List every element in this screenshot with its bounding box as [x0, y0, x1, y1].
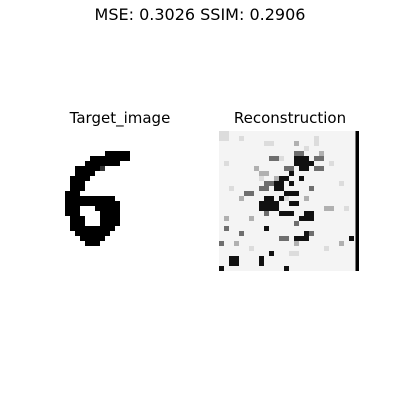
reconstruction-panel — [219, 131, 359, 271]
reconstruction-image — [219, 131, 359, 271]
metrics-suptitle: MSE: 0.3026 SSIM: 0.2906 — [94, 5, 306, 24]
target-image-title: Target_image — [69, 109, 171, 127]
target-digit-image — [50, 131, 190, 271]
reconstruction-title: Reconstruction — [233, 109, 347, 127]
target-image-panel — [50, 131, 190, 271]
